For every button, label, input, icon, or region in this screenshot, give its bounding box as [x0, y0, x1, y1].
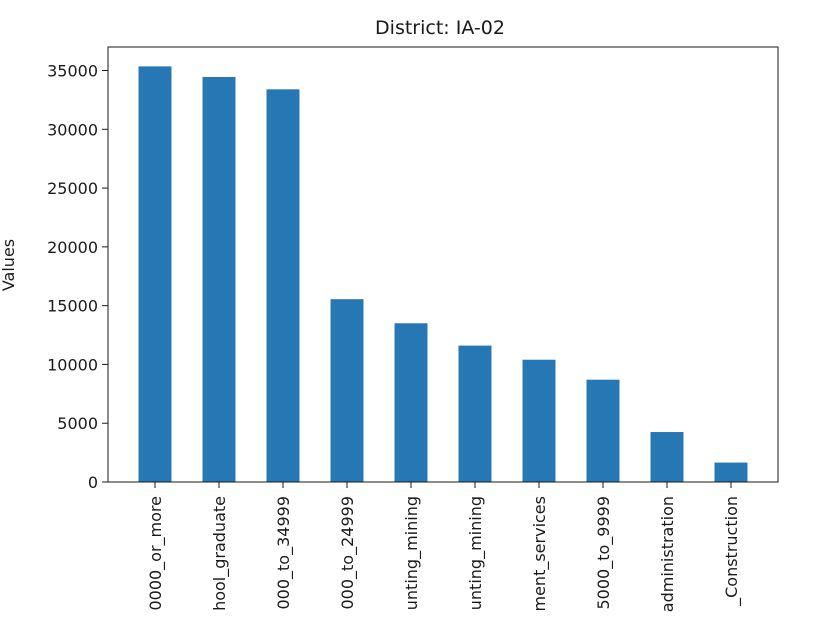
bar-5: [394, 323, 428, 482]
bar-6: [458, 345, 492, 482]
bars: [138, 66, 748, 483]
x-tick-label: ment_services: [530, 496, 550, 612]
bar-10: [714, 462, 748, 482]
x-tick-label: _Construction: [722, 496, 742, 607]
y-tick-label: 15000: [47, 297, 98, 316]
x-tick-label: 000_to_34999: [274, 496, 294, 610]
bar-9: [650, 432, 684, 482]
plot-frame: [107, 46, 779, 483]
y-tick-label: 35000: [47, 62, 98, 81]
bar-3: [266, 89, 300, 482]
y-tick-label: 5000: [57, 414, 98, 433]
x-tick-label: 0000_or_more: [146, 496, 166, 611]
y-tick-label: 25000: [47, 179, 98, 198]
x-axis-ticks: 0000_or_more hool_graduate 000_to_34999 000…: [146, 482, 742, 612]
bar-8: [586, 379, 620, 482]
y-tick-label: 0: [88, 473, 98, 492]
bar-7: [522, 359, 556, 482]
y-axis-title: Values: [0, 239, 18, 291]
y-tick-label: 30000: [47, 120, 98, 139]
y-axis-ticks: 0 5000 10000 15000 20000 25000 30000 35000: [47, 62, 108, 492]
x-tick-label: administration: [658, 496, 677, 612]
y-tick-label: 10000: [47, 355, 98, 374]
x-tick-label: unting_mining: [466, 496, 486, 610]
y-tick-label: 20000: [47, 238, 98, 257]
chart-title: District: IA-02: [375, 17, 505, 39]
plot-area: 0 5000 10000 15000 20000 25000 30000 35000 0000…: [47, 46, 779, 612]
x-tick-label: 5000_to_9999: [594, 496, 614, 610]
bar-2: [202, 76, 236, 482]
x-tick-label: hool_graduate: [210, 496, 230, 611]
x-tick-label: 000_to_24999: [338, 496, 358, 610]
bar-1: [138, 66, 172, 483]
x-tick-label: unting_mining: [402, 496, 422, 610]
bar-4: [330, 299, 364, 482]
